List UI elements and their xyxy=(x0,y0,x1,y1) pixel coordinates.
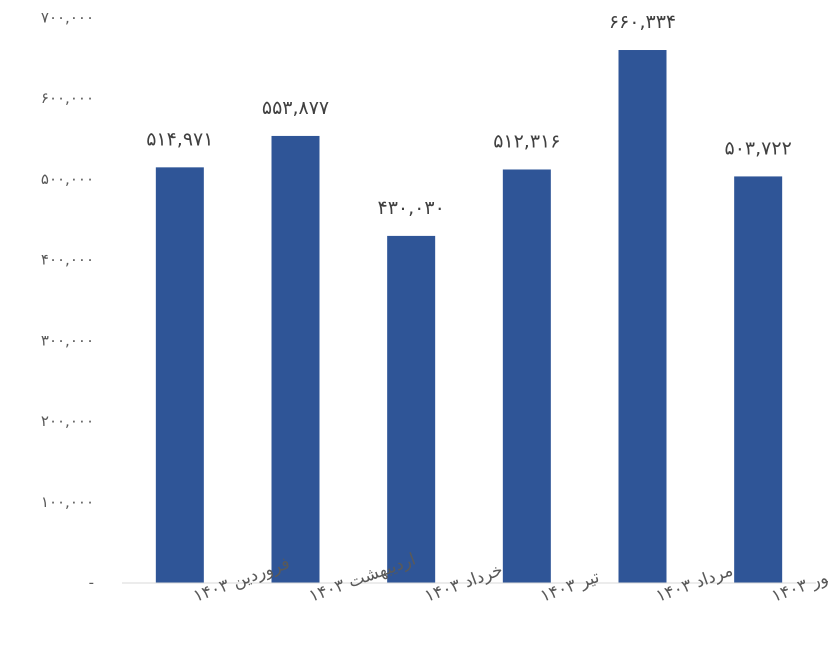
bar xyxy=(387,235,436,583)
y-axis-tick-labels: - ۱۰۰,۰۰۰ ۲۰۰,۰۰۰ ۳۰۰,۰۰۰ ۴۰۰,۰۰۰ ۵۰۰,۰۰۰ ۶۰۰,… xyxy=(41,9,94,592)
bar xyxy=(502,169,551,583)
y-tick-label: ۷۰۰,۰۰۰ xyxy=(41,9,94,27)
data-label: ۶۶۰,۳۳۴ xyxy=(609,11,676,33)
data-label: ۴۳۰,۰۳۰ xyxy=(378,197,445,219)
y-tick-label: ۲۰۰,۰۰۰ xyxy=(41,412,94,430)
y-tick-label: ۴۰۰,۰۰۰ xyxy=(41,251,94,269)
data-label: ۵۰۳,۷۲۲ xyxy=(725,137,792,159)
bar xyxy=(155,167,204,583)
bar xyxy=(618,50,667,584)
bar xyxy=(271,135,320,583)
bar xyxy=(734,176,783,584)
data-label: ۵۱۲,۳۱۶ xyxy=(493,130,560,152)
y-tick-label: ۶۰۰,۰۰۰ xyxy=(41,89,94,107)
y-tick-label: ۱۰۰,۰۰۰ xyxy=(41,493,94,511)
data-label: ۵۵۳,۸۷۷ xyxy=(262,97,329,119)
bars xyxy=(155,50,783,584)
y-tick-label: ۵۰۰,۰۰۰ xyxy=(41,170,94,188)
data-labels: ۵۱۴,۹۷۱ ۵۵۳,۸۷۷ ۴۳۰,۰۳۰ ۵۱۲,۳۱۶ ۶۶۰,۳۳۴ ۵۰۳,۷… xyxy=(146,11,792,219)
y-tick-label: - xyxy=(89,574,94,592)
data-label: ۵۱۴,۹۷۱ xyxy=(146,128,213,150)
y-tick-label: ۳۰۰,۰۰۰ xyxy=(41,331,94,349)
